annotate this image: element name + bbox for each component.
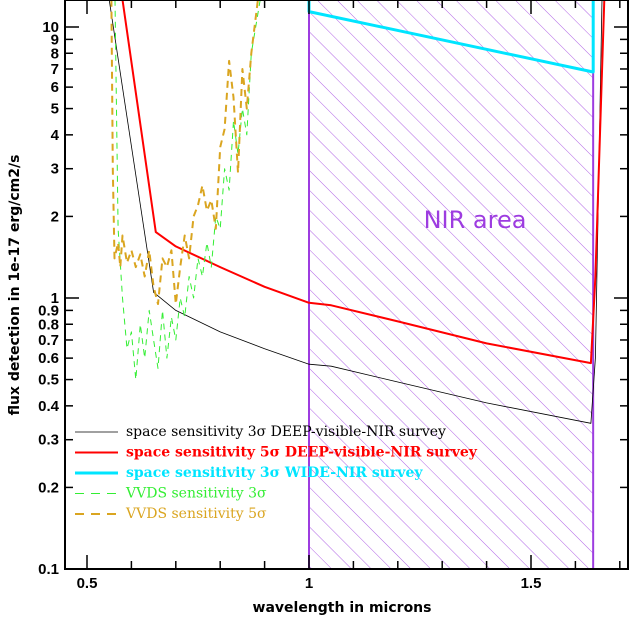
y-tick-label: 6 <box>51 79 59 96</box>
series-line-4 <box>110 0 259 305</box>
y-tick-label: 3 <box>51 161 59 178</box>
legend-label-1: space sensitivity 5σ DEEP-visible-NIR su… <box>126 445 478 461</box>
y-tick-label: 0.9 <box>38 302 59 319</box>
y-tick-label: 1 <box>51 290 59 307</box>
y-tick-label: 9 <box>51 31 59 48</box>
legend-label-2: space sensitivity 3σ WIDE-NIR survey <box>126 465 423 481</box>
y-tick-label: 0.8 <box>38 316 59 333</box>
y-tick-label: 0.5 <box>38 372 59 389</box>
x-tick-label: 1 <box>305 575 313 592</box>
y-tick-label: 7 <box>51 61 59 78</box>
y-tick-label: 5 <box>51 101 59 118</box>
y-axis-label: flux detection in 1e-17 erg/cm2/s <box>7 155 23 416</box>
y-tick-label: 0.2 <box>38 479 59 496</box>
legend-label-3: VVDS sensitivity 3σ <box>125 486 267 502</box>
y-tick-label: 2 <box>51 208 59 225</box>
y-tick-label: 10 <box>42 19 59 36</box>
x-tick-label: 0.5 <box>77 575 98 592</box>
y-tick-label: 0.4 <box>38 398 60 415</box>
y-tick-label: 0.6 <box>38 350 59 367</box>
x-axis-label: wavelength in microns <box>253 600 432 616</box>
y-tick-label: 4 <box>51 127 60 144</box>
nir-area-annotation: NIR area <box>424 206 527 234</box>
legend-label-4: VVDS sensitivity 5σ <box>125 506 267 522</box>
series-line-0 <box>108 0 603 424</box>
y-tick-label: 0.7 <box>38 332 59 349</box>
nir-area-hatch <box>308 0 595 570</box>
y-tick-label: 0.3 <box>38 432 59 449</box>
series-line-1 <box>121 0 606 365</box>
series-line-3 <box>114 0 261 381</box>
plot-frame <box>64 0 629 570</box>
y-tick-label: 0.1 <box>38 561 59 578</box>
legend-label-0: space sensitivity 3σ DEEP-visible-NIR su… <box>126 424 446 440</box>
x-tick-label: 1.5 <box>521 575 542 592</box>
y-tick-label: 8 <box>51 45 59 62</box>
